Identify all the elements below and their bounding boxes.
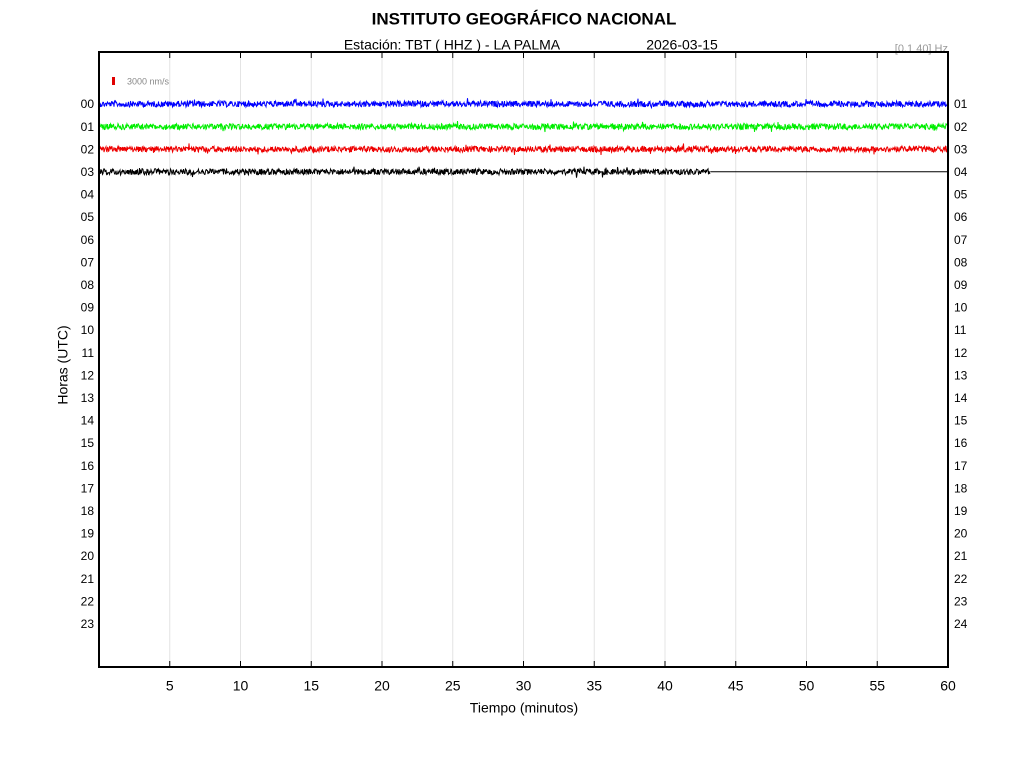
x-tick-label: 20 (374, 678, 390, 694)
y-tick-label: 06 (954, 210, 968, 224)
y-tick-label: 23 (81, 617, 95, 631)
y-tick-label: 16 (954, 436, 968, 450)
y-tick-label: 18 (954, 481, 968, 495)
y-tick-label: 10 (954, 301, 968, 315)
y-tick-label: 03 (954, 142, 968, 156)
y-tick-label: 07 (81, 255, 95, 269)
chart-title: INSTITUTO GEOGRÁFICO NACIONAL (372, 9, 677, 28)
y-tick-label: 22 (81, 594, 95, 608)
y-tick-label: 17 (81, 481, 95, 495)
x-axis-label: Tiempo (minutos) (470, 700, 578, 716)
x-tick-label: 45 (728, 678, 744, 694)
y-tick-label: 20 (954, 527, 968, 541)
x-tick-label: 5 (166, 678, 174, 694)
date: 2026-03-15 (646, 37, 718, 53)
x-tick-label: 15 (303, 678, 319, 694)
plot-frame (98, 51, 949, 668)
y-tick-label: 09 (954, 278, 968, 292)
y-tick-label: 13 (81, 391, 95, 405)
station: Estación: TBT ( HHZ ) - LA PALMA (344, 37, 561, 53)
y-tick-label: 24 (954, 617, 968, 631)
x-tick-label: 10 (233, 678, 249, 694)
trace (99, 98, 949, 110)
scale-bar (112, 77, 115, 85)
y-tick-label: 21 (954, 549, 968, 563)
y-tick-label: 02 (954, 120, 968, 134)
y-tick-label: 10 (81, 323, 95, 337)
y-tick-label: 11 (82, 346, 95, 360)
trace (99, 143, 949, 156)
y-tick-label: 13 (954, 368, 968, 382)
x-tick-label: 55 (869, 678, 885, 694)
y-tick-label: 07 (954, 233, 968, 247)
x-tick-label: 30 (516, 678, 532, 694)
y-tick-label: 21 (81, 572, 95, 586)
x-tick-label: 40 (657, 678, 673, 694)
y-tick-label: 17 (954, 459, 968, 473)
y-tick-label: 05 (81, 210, 95, 224)
trace (99, 166, 711, 178)
x-tick-label: 35 (586, 678, 602, 694)
y-tick-label: 08 (81, 278, 95, 292)
y-tick-label: 15 (954, 414, 968, 428)
scale-label: 3000 nm/s (127, 76, 170, 86)
y-tick-label: 16 (81, 459, 95, 473)
y-tick-label: 03 (81, 165, 95, 179)
x-tick-label: 50 (799, 678, 815, 694)
y-tick-label: 00 (81, 97, 95, 111)
y-tick-label: 11 (954, 323, 967, 337)
y-tick-label: 08 (954, 255, 968, 269)
y-tick-label: 05 (954, 188, 968, 202)
filter: [0.1 40] Hz (895, 43, 948, 55)
y-tick-label: 04 (81, 188, 95, 202)
y-tick-label: 01 (81, 120, 95, 134)
y-tick-label: 14 (81, 414, 95, 428)
y-tick-label: 20 (81, 549, 95, 563)
y-tick-label: 12 (954, 346, 968, 360)
x-tick-label: 25 (445, 678, 461, 694)
y-tick-label: 15 (81, 436, 95, 450)
trace (99, 121, 949, 133)
y-tick-label: 18 (81, 504, 95, 518)
y-tick-label: 14 (954, 391, 968, 405)
y-tick-label: 01 (954, 97, 968, 111)
y-tick-label: 02 (81, 142, 95, 156)
y-tick-label: 04 (954, 165, 968, 179)
y-tick-label: 06 (81, 233, 95, 247)
x-tick-label: 60 (940, 678, 956, 694)
y-tick-label: 23 (954, 594, 968, 608)
y-tick-label: 09 (81, 301, 95, 315)
y-tick-label: 22 (954, 572, 968, 586)
y-axis-label: Horas (UTC) (55, 325, 71, 404)
y-tick-label: 19 (954, 504, 968, 518)
y-tick-label: 19 (81, 527, 95, 541)
y-tick-label: 12 (81, 368, 95, 382)
